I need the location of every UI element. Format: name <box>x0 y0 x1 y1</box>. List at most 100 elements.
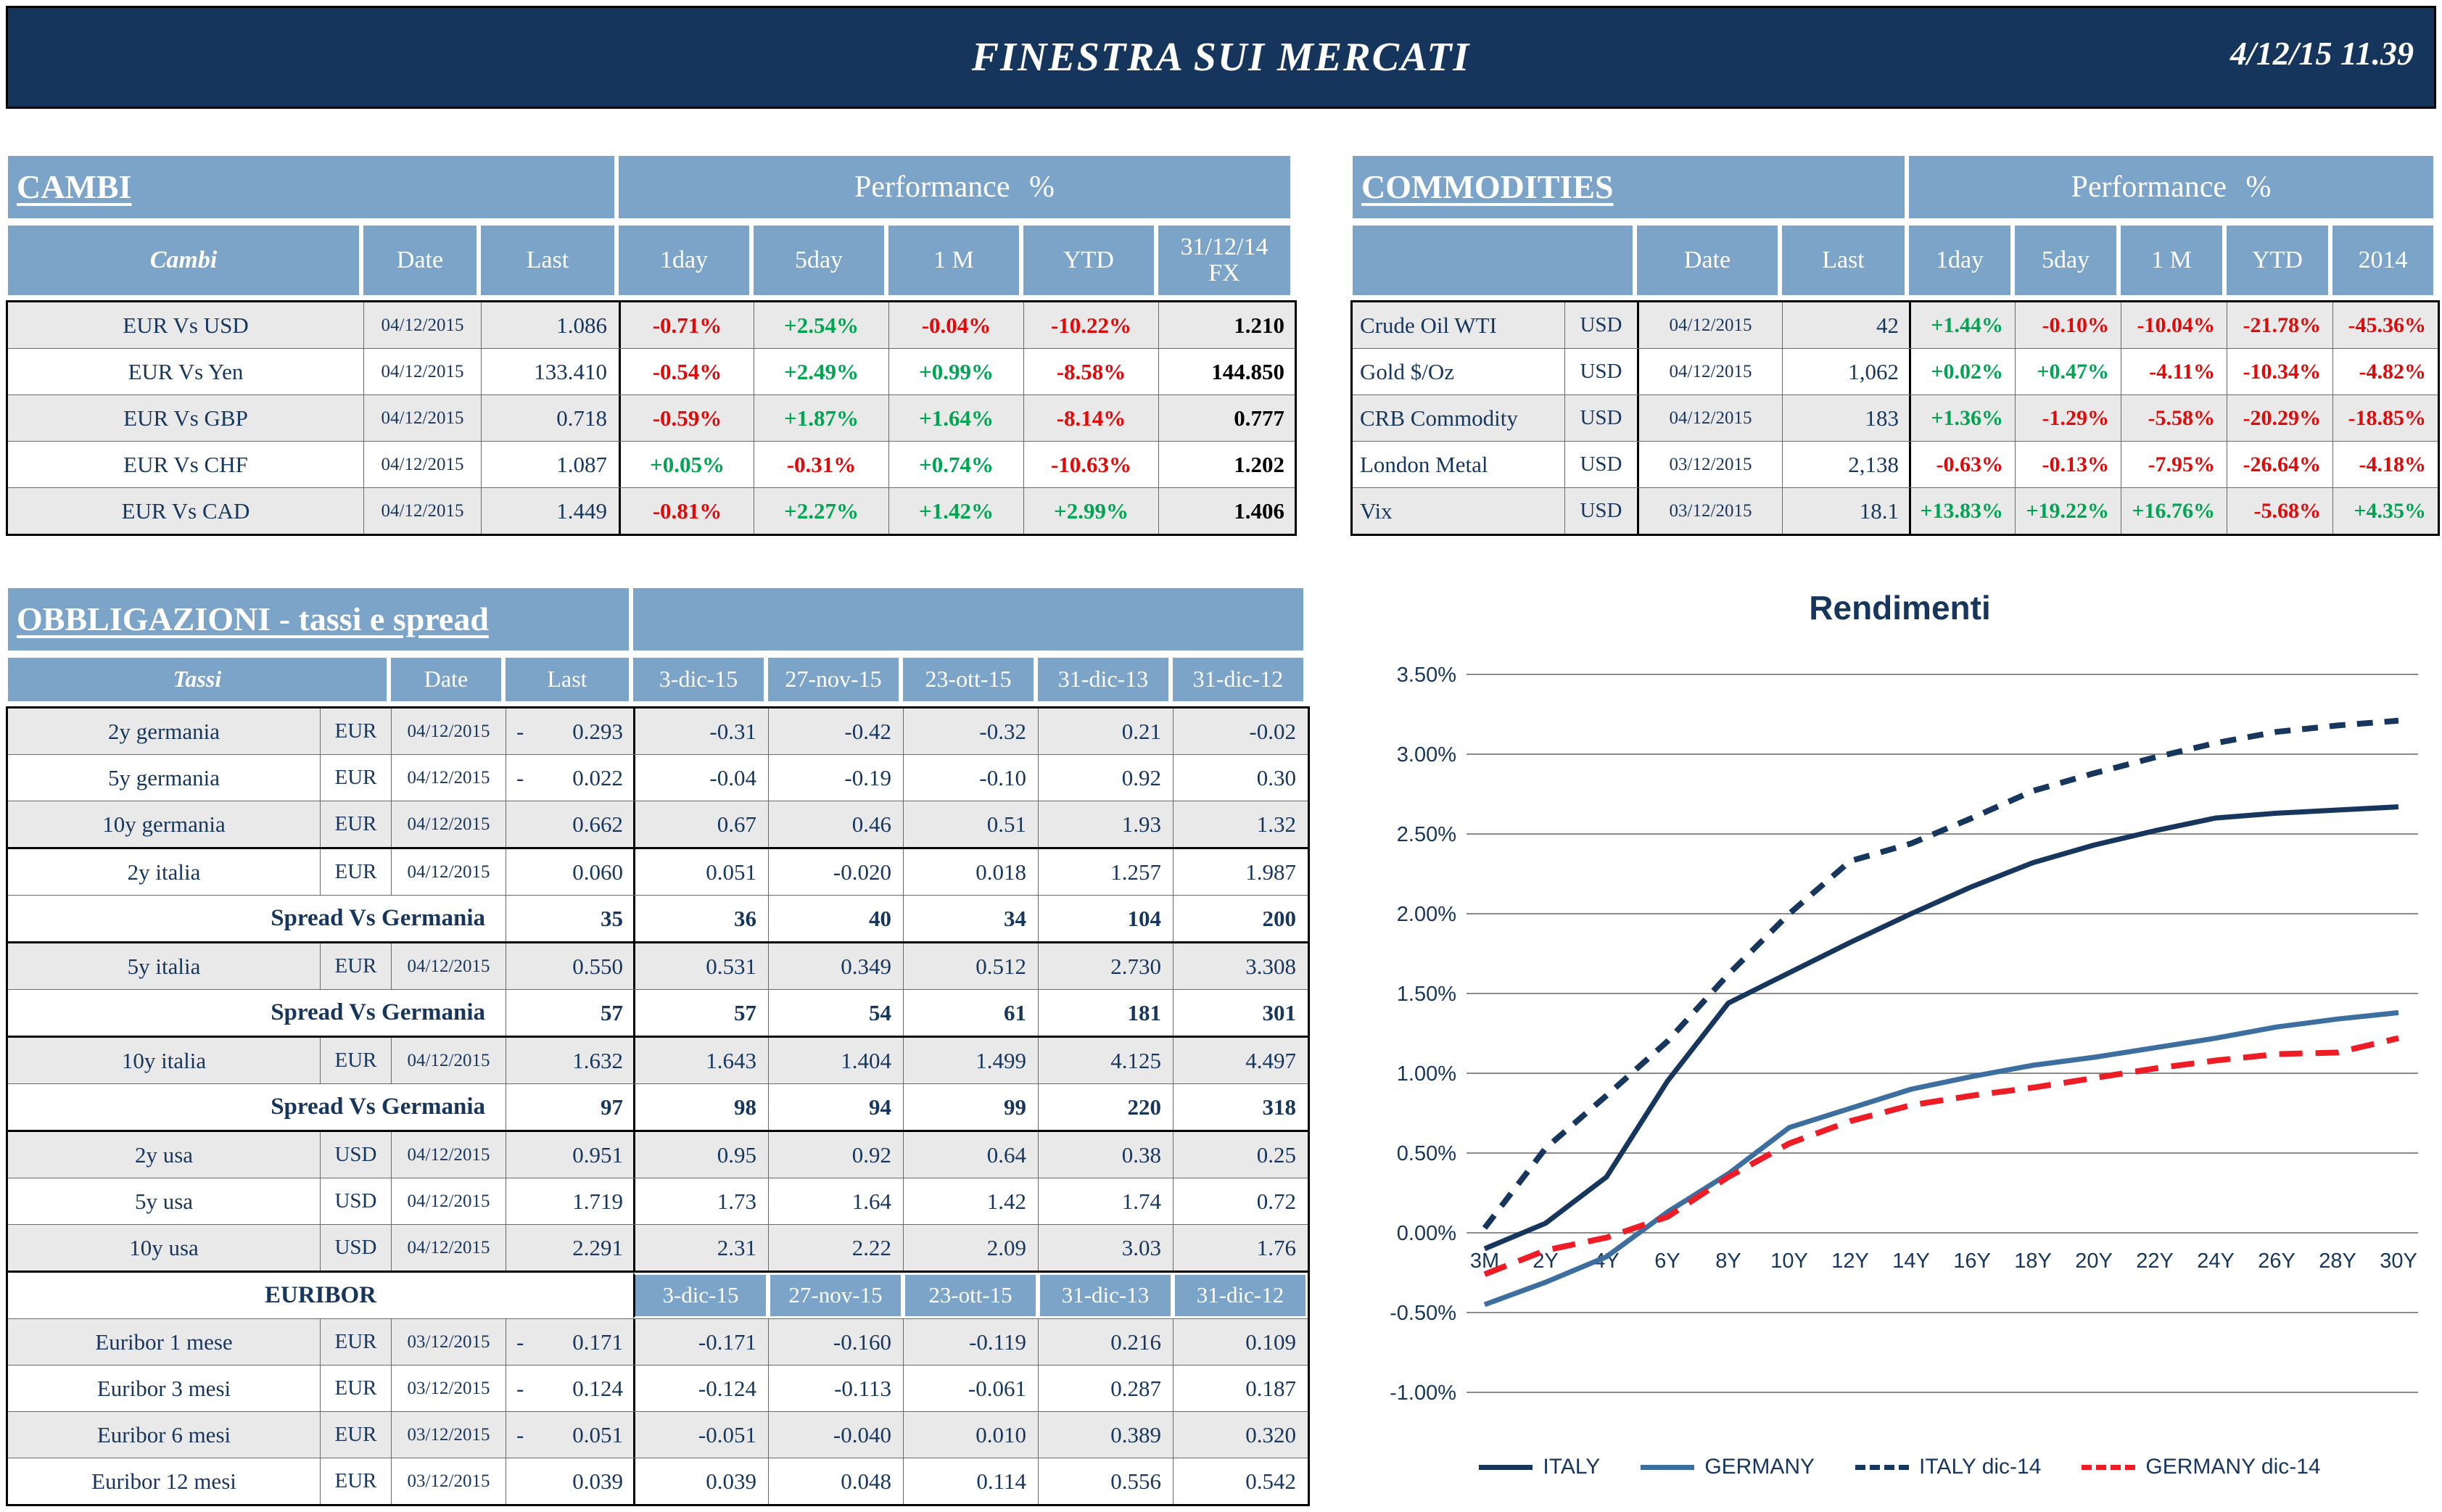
commodity-name: London Metal <box>1360 451 1488 477</box>
table-row: 5y germania EUR 04/12/2015- 0.022 -0.04 -0.19… <box>8 754 1308 801</box>
last-value: 0.124 <box>572 1375 623 1401</box>
table-row: Euribor 3 mesi EUR 03/12/2015-0.124 -0.124-… <box>8 1365 1308 1411</box>
hist-cell: -0.10 <box>903 755 1038 801</box>
perf-cell: +1.87% <box>754 395 888 441</box>
last-cell: 0.550 <box>506 943 633 989</box>
column-header: YTD <box>2224 223 2330 297</box>
hist-cell: -0.124 <box>633 1366 768 1411</box>
date-cell: 04/12/2015 <box>391 709 506 754</box>
spread-hist-cell: 104 <box>1038 896 1173 941</box>
column-header: Date <box>361 223 479 297</box>
perf-cell: -0.54% <box>619 349 754 394</box>
perf-cell: +4.35% <box>2332 488 2438 534</box>
hist-cell: -0.19 <box>768 755 903 801</box>
legend-label: GERMANY dic-14 <box>2145 1455 2321 1479</box>
column-header: 31-dic-13 <box>1038 1273 1173 1318</box>
x-axis-label: 16Y <box>1953 1249 1991 1273</box>
legend-item: GERMANY <box>1641 1455 1815 1479</box>
perf-cell: +0.74% <box>888 442 1023 487</box>
spread-label: Spread Vs Germania <box>271 999 485 1025</box>
commodities-table: COMMODITIES Performance % Date Last 1day… <box>1350 154 2440 536</box>
table-row: 10y italia EUR 04/12/2015 1.632 1.643 1.404 1.… <box>8 1036 1308 1083</box>
date-cell: 03/12/2015 <box>391 1319 506 1365</box>
commodity-name: CRB Commodity <box>1360 405 1518 431</box>
last-cell: 1.087 <box>481 442 619 487</box>
minus-sign: - <box>516 1421 524 1447</box>
minus-sign: - <box>516 718 524 744</box>
last-cell: - 0.293 <box>506 709 633 754</box>
hist-cell: 0.320 <box>1173 1412 1308 1458</box>
currency-cell: USD <box>320 1225 391 1271</box>
legend-line-sample <box>1855 1464 1909 1470</box>
spread-hist-cell: 61 <box>903 990 1038 1036</box>
perf-cell: +2.54% <box>754 302 888 348</box>
obbligazioni-column-headers: Tassi Date Last 3-dic-15 27-nov-15 23-ot… <box>6 656 1310 703</box>
perf-cell: -0.59% <box>619 395 754 441</box>
hist-cell: 0.187 <box>1173 1366 1308 1411</box>
perf-cell: -5.68% <box>2227 488 2332 534</box>
spread-last-cell: 57 <box>506 990 633 1036</box>
chart-title: Rendimenti <box>1809 589 1991 627</box>
perf-cell: +0.99% <box>888 349 1023 394</box>
column-header: 1 M <box>2119 223 2224 297</box>
date-cell: 04/12/2015 <box>363 488 481 534</box>
legend-item: ITALY dic-14 <box>1855 1455 2041 1479</box>
fx-reference-cell: 1.406 <box>1158 488 1295 534</box>
table-row: Vix USD 03/12/2015 18.1 +13.83% +19.22% +16.76… <box>1353 487 2438 534</box>
hist-cell: 0.64 <box>903 1132 1038 1178</box>
last-cell: 0.951 <box>506 1132 633 1178</box>
minus-sign: - <box>516 764 524 790</box>
germany-line <box>1483 1009 2399 1307</box>
rendimenti-chart: Rendimenti 3.50% 3.00% 2.50% 2.00% 1.50% 1.00… <box>1358 584 2442 1507</box>
perf-cell: -10.63% <box>1023 442 1158 487</box>
pair-name: EUR Vs CAD <box>121 497 250 524</box>
y-axis-label: 0.00% <box>1397 1222 1456 1245</box>
legend-label: ITALY <box>1543 1455 1601 1479</box>
column-header: 31-dic-13 <box>1036 656 1171 703</box>
column-header: Last <box>479 223 616 297</box>
hist-cell: 0.109 <box>1173 1319 1308 1365</box>
last-cell: 1.632 <box>506 1038 633 1083</box>
currency-cell: EUR <box>320 943 391 989</box>
perf-cell: -21.78% <box>2227 302 2332 348</box>
date-cell: 04/12/2015 <box>391 1132 506 1178</box>
hist-cell: 1.42 <box>903 1178 1038 1224</box>
column-header: 31-dic-12 <box>1171 656 1305 703</box>
header-bar: FINESTRA SUI MERCATI 4/12/15 11.39 <box>6 6 2436 109</box>
fx-reference-cell: 1.202 <box>1158 442 1295 487</box>
last-value: 0.171 <box>572 1329 623 1355</box>
hist-cell: -0.31 <box>633 709 768 754</box>
currency-cell: USD <box>1564 442 1637 487</box>
table-row: Spread Vs Germania 97 98 94 99 220 318 <box>8 1083 1308 1130</box>
hist-cell: 0.556 <box>1038 1458 1173 1504</box>
y-axis-label: 1.00% <box>1397 1062 1456 1086</box>
x-axis-label: 10Y <box>1770 1249 1808 1273</box>
perf-cell: +1.44% <box>1909 302 2015 348</box>
column-header: 27-nov-15 <box>766 656 901 703</box>
spread-label: Spread Vs Germania <box>271 905 485 931</box>
hist-cell: 0.38 <box>1038 1132 1173 1178</box>
hist-cell: 0.010 <box>903 1412 1038 1458</box>
last-value: 1.719 <box>572 1188 623 1214</box>
hist-cell: 0.039 <box>633 1458 768 1504</box>
x-axis-label: 22Y <box>2136 1249 2174 1273</box>
last-value: 0.051 <box>572 1421 623 1447</box>
last-value: 2.291 <box>572 1234 623 1260</box>
legend-line-sample <box>1479 1464 1533 1470</box>
table-row: EUR Vs CAD 04/12/2015 1.449 -0.81% +2.27% +1.… <box>8 487 1295 534</box>
last-cell: 0.718 <box>481 395 619 441</box>
table-row: EUR Vs USD 04/12/2015 1.086 -0.71% +2.54% -0.… <box>8 302 1295 348</box>
cambi-column-headers: Cambi Date Last 1day 5day 1 M YTD 31/12/… <box>6 223 1297 297</box>
perf-cell: -4.11% <box>2121 349 2227 394</box>
perf-cell: -10.04% <box>2121 302 2227 348</box>
column-header: 31/12/14 FX <box>1156 223 1292 297</box>
minus-sign: - <box>516 1329 524 1355</box>
perf-cell: -20.29% <box>2227 395 2332 441</box>
hist-cell: 0.95 <box>633 1132 768 1178</box>
x-axis-label: 8Y <box>1715 1249 1741 1273</box>
spread-hist-cell: 36 <box>633 896 768 941</box>
currency-cell: EUR <box>320 1412 391 1458</box>
hist-cell: 4.125 <box>1038 1038 1173 1083</box>
perf-cell: +1.36% <box>1909 395 2015 441</box>
instrument-name: 5y usa <box>134 1188 194 1214</box>
